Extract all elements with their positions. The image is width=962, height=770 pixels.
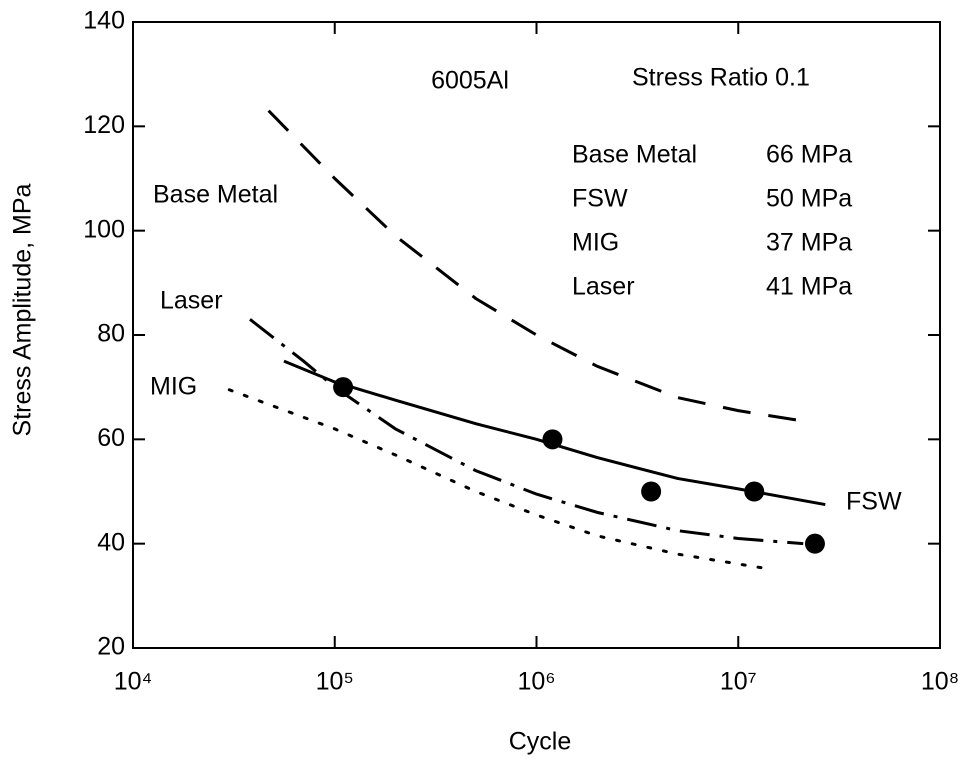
data-point — [641, 481, 662, 502]
data-point — [804, 533, 825, 554]
limit-name: FSW — [572, 185, 628, 213]
series-line — [283, 359, 826, 507]
x-tick-label: 10⁴ — [114, 668, 153, 696]
limit-name: MIG — [572, 229, 619, 257]
x-tick-label: 10⁷ — [720, 668, 757, 696]
y-tick-label: 80 — [97, 320, 125, 348]
limit-value: 66 MPa — [766, 141, 852, 169]
x-tick-label: 10⁸ — [921, 668, 959, 696]
y-tick-label: 20 — [97, 633, 125, 661]
y-tick-label: 120 — [83, 111, 125, 139]
y-tick-label: 60 — [97, 424, 125, 452]
series-label: Base Metal — [153, 181, 278, 209]
limit-name: Laser — [572, 273, 635, 301]
series-label: Laser — [160, 287, 223, 315]
limit-value: 50 MPa — [766, 185, 852, 213]
series-label: MIG — [150, 373, 197, 401]
annotation: Stress Ratio 0.1 — [632, 64, 810, 92]
y-axis-title: Stress Amplitude, MPa — [9, 183, 37, 436]
y-tick-label: 40 — [97, 528, 125, 556]
series-line — [249, 318, 804, 546]
x-tick-label: 10⁵ — [316, 668, 354, 696]
x-tick-label: 10⁶ — [517, 668, 555, 696]
series-label: FSW — [846, 488, 902, 516]
annotation: 6005Al — [431, 67, 509, 95]
limit-value: 37 MPa — [766, 229, 852, 257]
y-tick-label: 100 — [83, 215, 125, 243]
series-line — [227, 388, 776, 572]
data-point — [744, 481, 765, 502]
limit-value: 41 MPa — [766, 273, 852, 301]
limit-name: Base Metal — [572, 141, 697, 169]
x-axis-title: Cycle — [509, 728, 572, 756]
series-line — [267, 109, 804, 423]
y-tick-label: 140 — [83, 7, 125, 35]
data-point — [542, 429, 563, 450]
plot-frame — [132, 21, 941, 649]
data-point — [333, 377, 354, 398]
